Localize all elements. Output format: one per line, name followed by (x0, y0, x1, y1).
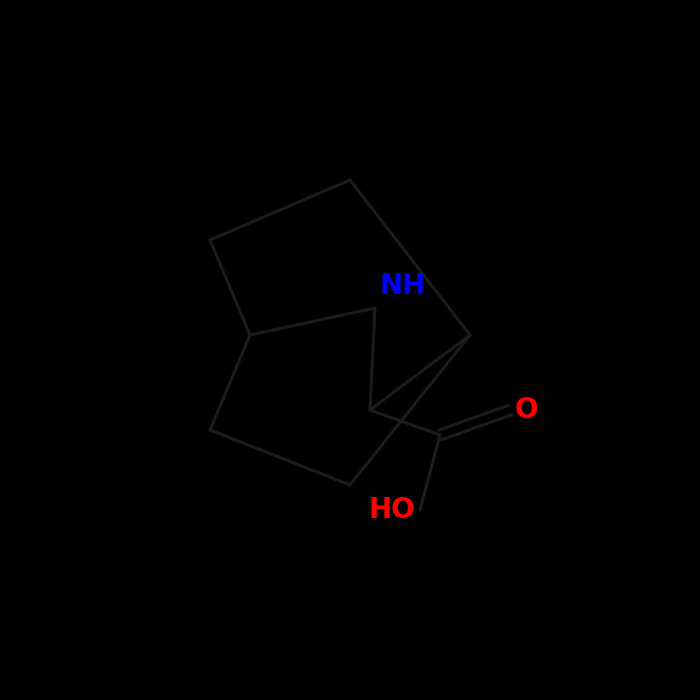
Text: NH: NH (380, 272, 426, 300)
Text: O: O (515, 396, 538, 424)
Text: HO: HO (368, 496, 415, 524)
